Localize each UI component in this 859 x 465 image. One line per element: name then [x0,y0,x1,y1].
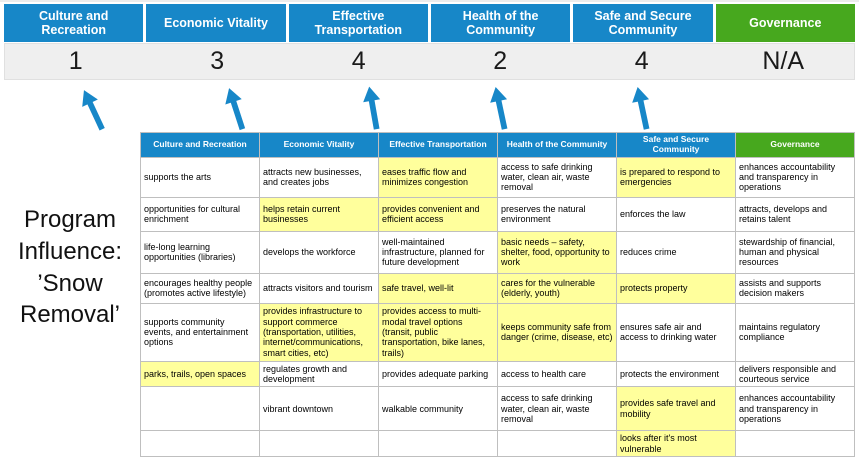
table-cell: is prepared to respond to emergencies [616,156,736,198]
table-cell: provides safe travel and mobility [616,386,736,432]
table-row: opportunities for cultural enrichment hel… [140,196,855,232]
influence-matrix-table: Culture and Recreation Economic Vitality E… [140,132,855,458]
matrix-header-cell: Health of the Community [497,132,617,158]
up-arrow-icon [356,83,390,133]
score-value: 3 [210,47,225,75]
table-cell: parks, trails, open spaces [140,360,260,388]
table-cell [735,430,855,458]
table-cell: attracts new businesses, and creates job… [259,156,379,198]
up-arrow-icon [483,83,518,133]
matrix-header-cell: Culture and Recreation [140,132,260,158]
table-cell: eases traffic flow and minimizes congest… [378,156,498,198]
table-cell: develops the workforce [259,230,379,274]
table-cell: access to health care [497,360,617,388]
table-cell [378,430,498,458]
table-cell: supports community events, and entertain… [140,302,260,362]
table-cell: provides convenient and efficient access [378,196,498,232]
table-cell: protects the environment [616,360,736,388]
summary-header-cell: Economic Vitality [146,4,286,42]
main-area: Program Influence: ’Snow Removal’ Cultur… [0,132,855,463]
table-cell: enhances accountability and transparency… [735,156,855,198]
matrix-header-cell: Economic Vitality [259,132,379,158]
matrix-header-cell: Governance [735,132,855,158]
score-row: 1 3 4 2 4 N/A [4,43,855,80]
table-cell [140,430,260,458]
table-cell: provides access to multi-modal travel op… [378,302,498,362]
table-cell: reduces crime [616,230,736,274]
table-cell: protects property [616,272,736,304]
table-cell: supports the arts [140,156,260,198]
summary-header-cell: Culture and Recreation [4,4,144,42]
table-cell: looks after it's most vulnerable [616,430,736,458]
up-arrow-icon [72,84,115,137]
summary-header-cell: Health of the Community [430,4,571,42]
table-cell: enhances accountability and transparency… [735,386,855,432]
table-cell: helps retain current businesses [259,196,379,232]
summary-header-cell: Effective Transportation [288,4,428,42]
table-cell: attracts, develops and retains talent [735,196,855,232]
table-cell [140,386,260,432]
up-arrow-icon [216,83,255,135]
table-row: looks after it's most vulnerable [140,430,855,458]
summary-header-cell: Safe and Secure Community [573,4,713,42]
table-cell: assists and supports decision makers [735,272,855,304]
table-row: life-long learning opportunities (librar… [140,230,855,274]
table-cell: access to safe drinking water, clean air… [497,386,617,432]
table-cell: delivers responsible and courteous servi… [735,360,855,388]
table-cell [497,430,617,458]
up-arrow-icon [625,83,660,133]
table-row: vibrant downtown walkable community access… [140,386,855,432]
table-cell: preserves the natural environment [497,196,617,232]
table-cell: keeps community safe from danger (crime,… [497,302,617,362]
table-cell: maintains regulatory compliance [735,302,855,362]
table-cell: regulates growth and development [259,360,379,388]
score-value: 4 [351,47,366,75]
summary-header-cell: Governance [715,4,855,42]
table-row: parks, trails, open spaces regulates grow… [140,360,855,388]
table-row: encourages healthy people (promotes acti… [140,272,855,304]
table-cell: cares for the vulnerable (elderly, youth… [497,272,617,304]
table-cell: provides infrastructure to support comme… [259,302,379,362]
score-value: 1 [68,47,83,75]
table-cell: life-long learning opportunities (librar… [140,230,260,274]
page-title: Program Influence: ’Snow Removal’ [17,206,123,329]
table-cell: stewardship of financial, human and phys… [735,230,855,274]
table-cell: access to safe drinking water, clean air… [497,156,617,198]
table-cell: enforces the law [616,196,736,232]
matrix-header-row: Culture and Recreation Economic Vitality E… [140,132,855,158]
table-cell [259,430,379,458]
table-cell: basic needs – safety, shelter, food, opp… [497,230,617,274]
matrix-header-cell: Safe and Secure Community [616,132,736,158]
table-cell: ensures safe air and access to drinking … [616,302,736,362]
table-cell: vibrant downtown [259,386,379,432]
table-cell: opportunities for cultural enrichment [140,196,260,232]
table-cell: provides adequate parking [378,360,498,388]
table-row: supports community events, and entertain… [140,302,855,362]
matrix-header-cell: Effective Transportation [378,132,498,158]
score-value: 4 [634,47,649,75]
arrows-layer [0,85,859,133]
table-cell: safe travel, well-lit [378,272,498,304]
table-cell: well-maintained infrastructure, planned … [378,230,498,274]
table-row: supports the arts attracts new businesses… [140,156,855,198]
table-cell: walkable community [378,386,498,432]
table-cell: encourages healthy people (promotes acti… [140,272,260,304]
summary-header-row: Culture and Recreation Economic Vitality E… [4,4,855,42]
table-cell: attracts visitors and tourism [259,272,379,304]
score-value: N/A [762,47,805,75]
score-value: 2 [493,47,508,75]
